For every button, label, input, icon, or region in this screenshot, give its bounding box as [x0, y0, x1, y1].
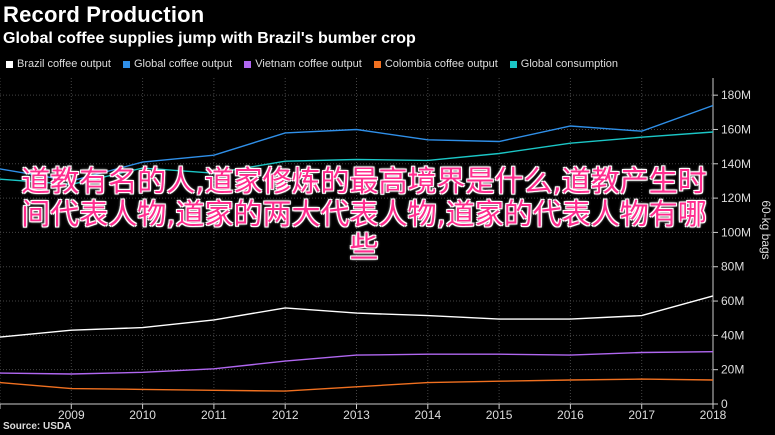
source-note: Source: USDA — [3, 421, 72, 432]
legend-item-consumption: Global consumption — [509, 58, 619, 70]
x-tick-label: 2016 — [557, 408, 584, 422]
y-tick-label: 20M — [721, 363, 744, 377]
series-lines — [0, 104, 714, 392]
overlay-text: 道教有名的人,道家修炼的最高境界是什么,道教产生时间代表人物,道家的两大代表人物… — [21, 164, 707, 264]
series-line-global-coffee-output — [0, 104, 714, 182]
series-line-vietnam-coffee-output — [0, 351, 714, 375]
legend-item-vietnam: Vietnam coffee output — [244, 58, 362, 70]
series-line-brazil-coffee-output — [0, 295, 714, 338]
tick-labels: 0 20M 40M 60M 80M 100M 120M 140M 160M 180M 2009 201… — [58, 88, 751, 422]
x-tick-label: 2017 — [628, 408, 655, 422]
y-tick-label: 100M — [721, 225, 751, 239]
y-tick-label: 40M — [721, 328, 744, 342]
x-tick-label: 2018 — [700, 408, 727, 422]
y-tick-label: 180M — [721, 88, 751, 102]
series-line-global-consumption — [0, 131, 714, 186]
legend-label: Colombia coffee output — [384, 58, 498, 70]
legend-item-colombia: Colombia coffee output — [373, 58, 498, 70]
legend-label: Global coffee output — [133, 58, 233, 70]
y-tick-label: 60M — [721, 294, 744, 308]
y-tick-label: 140M — [721, 157, 751, 171]
x-tick-label: 2015 — [486, 408, 513, 422]
legend-swatch — [373, 60, 381, 68]
x-tick-label: 2012 — [272, 408, 299, 422]
x-tick-label: 2009 — [58, 408, 85, 422]
x-tick-label: 2010 — [129, 408, 156, 422]
series-line-colombia-coffee-output — [0, 378, 714, 392]
y-tick-label: 0 — [721, 397, 728, 411]
legend-label: Global consumption — [520, 58, 619, 70]
legend-item-global-output: Global coffee output — [122, 58, 233, 70]
legend-label: Brazil coffee output — [17, 58, 111, 70]
y-tick-label: 80M — [721, 260, 744, 274]
x-tick-label: 2011 — [201, 408, 227, 422]
legend: Brazil coffee output Global coffee outpu… — [6, 58, 618, 70]
legend-swatch — [122, 60, 130, 68]
legend-swatch — [6, 60, 13, 68]
x-tick-label: 2013 — [343, 408, 370, 422]
y-tick-label: 160M — [721, 122, 751, 136]
y-axis-label: 60-kg bags — [759, 200, 773, 259]
legend-label: Vietnam coffee output — [255, 58, 362, 70]
legend-item-brazil: Brazil coffee output — [6, 58, 111, 70]
chart-title: Record Production — [3, 2, 205, 27]
x-tick-label: 2014 — [414, 408, 441, 422]
chart-subtitle: Global coffee supplies jump with Brazil'… — [3, 30, 416, 47]
y-tick-label: 120M — [721, 191, 751, 205]
legend-swatch — [509, 60, 517, 68]
legend-swatch — [244, 60, 252, 68]
